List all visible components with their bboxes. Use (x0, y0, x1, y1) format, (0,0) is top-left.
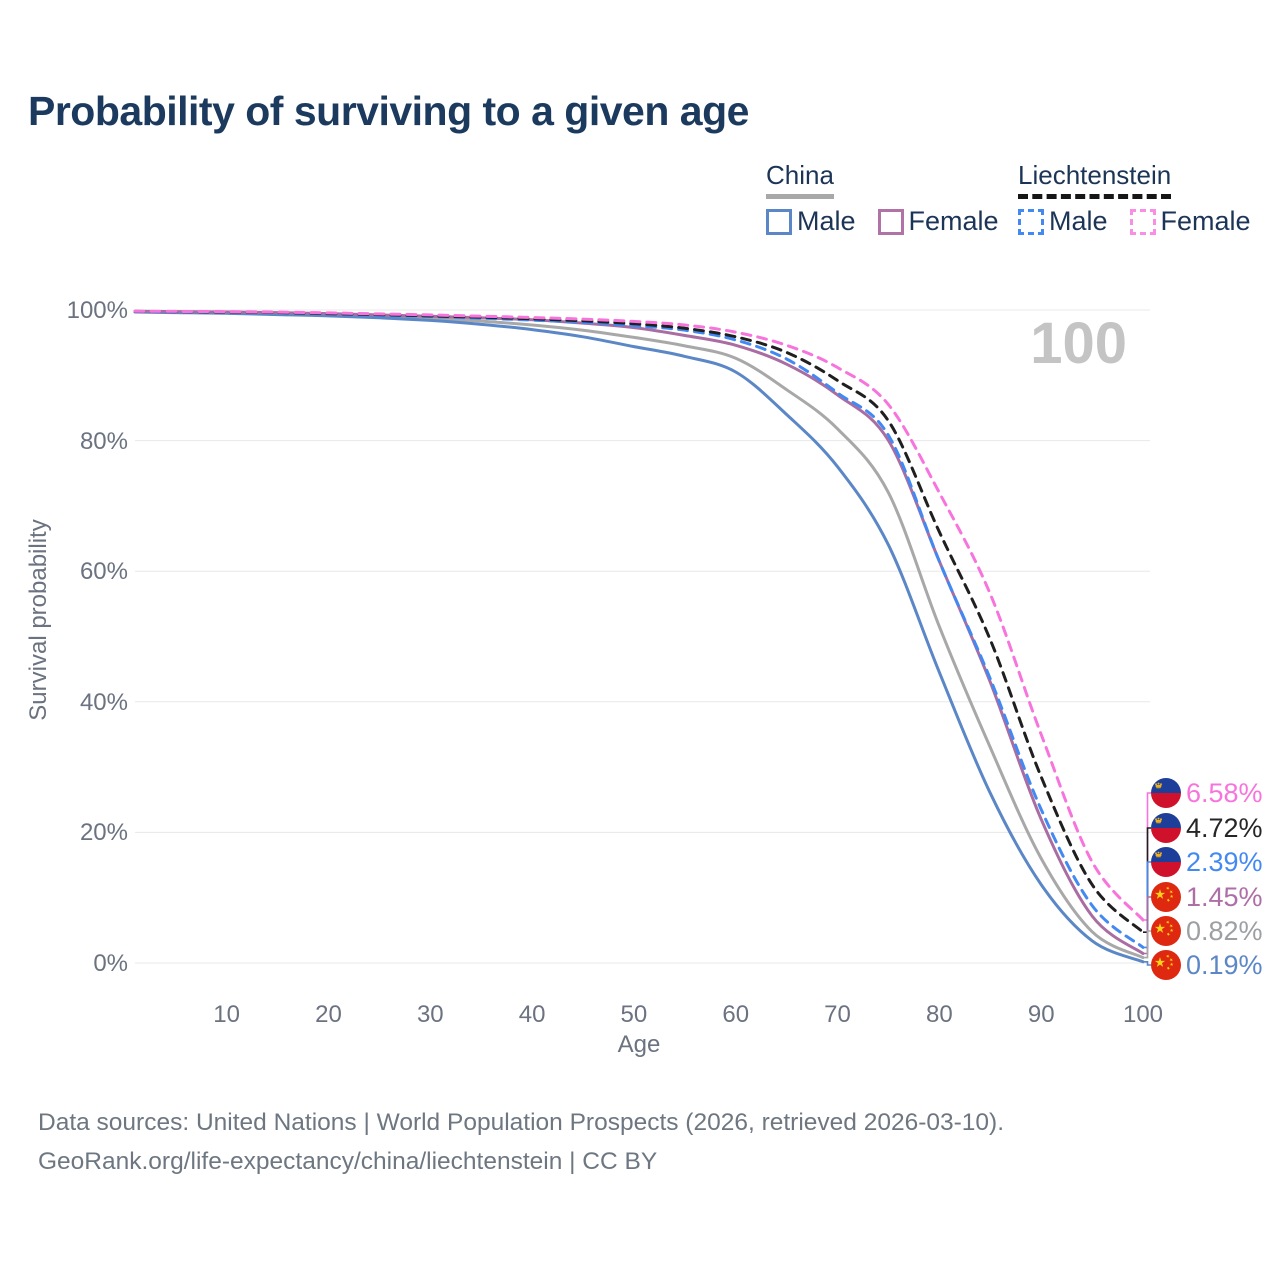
liechtenstein-female-swatch-icon (1129, 208, 1156, 235)
page-title: Probability of surviving to a given age (28, 88, 749, 134)
line-liechtenstein-both[interactable] (133, 309, 1145, 934)
legend-item-china-male[interactable]: Male (766, 206, 856, 237)
line-liechtenstein-female[interactable] (133, 309, 1145, 922)
y-axis-ticks: 0% 20% 40% 60% 80% 100% (67, 297, 128, 977)
legend-item-liechtenstein-male[interactable]: Male (1018, 206, 1108, 237)
end-labels: 6.58% 4.72% 2.39% 1.45% 0.82% 0.19% (1143, 778, 1263, 980)
line-china-female[interactable] (133, 309, 1145, 955)
china-flag-icon (1151, 916, 1181, 946)
connector-line (1143, 961, 1151, 966)
end-value-label: 4.72% (1186, 813, 1263, 843)
source-line-1: Data sources: United Nations | World Pop… (38, 1109, 1005, 1136)
connector-line (1143, 896, 1151, 955)
y-tick: 100% (67, 297, 128, 324)
x-tick: 60 (722, 1001, 749, 1028)
china-flag-icon (1151, 882, 1181, 912)
y-tick: 80% (80, 428, 128, 455)
connector-line (1143, 930, 1151, 959)
legend-item-label: Male (797, 206, 856, 236)
gridlines (135, 309, 1150, 964)
y-tick: 40% (80, 689, 128, 716)
line-china-male[interactable] (133, 310, 1145, 964)
end-value-label: 1.45% (1186, 882, 1263, 912)
x-tick: 80 (926, 1001, 953, 1028)
x-tick: 90 (1028, 1001, 1055, 1028)
china-flag-icon (1151, 950, 1181, 980)
legend-title-china[interactable]: China (766, 160, 834, 199)
legend-item-label: Female (1160, 206, 1251, 236)
x-tick: 70 (824, 1001, 851, 1028)
end-value-label: 2.39% (1186, 847, 1263, 877)
liechtenstein-flag-icon (1151, 778, 1181, 808)
x-tick: 30 (417, 1001, 444, 1028)
end-value-label: 6.58% (1186, 778, 1263, 808)
liechtenstein-flag-icon (1151, 813, 1181, 843)
y-tick: 0% (93, 950, 128, 977)
y-tick: 20% (80, 819, 128, 846)
legend-item-liechtenstein-female[interactable]: Female (1129, 206, 1251, 237)
source-note: Data sources: United Nations | World Pop… (38, 1104, 1004, 1181)
end-value-label: 0.19% (1186, 950, 1263, 980)
end-value-label: 0.82% (1186, 916, 1263, 946)
y-tick: 60% (80, 558, 128, 585)
series-curves (133, 309, 1145, 964)
legend-group-liechtenstein: Liechtenstein Male Female (1018, 160, 1251, 237)
x-axis-ticks: 10 20 30 40 50 60 70 80 90 100 (213, 1001, 1163, 1028)
legend-item-label: Male (1049, 206, 1108, 236)
source-line-2[interactable]: GeoRank.org/life-expectancy/china/liecht… (38, 1147, 658, 1175)
legend-item-china-female[interactable]: Female (877, 206, 999, 237)
x-axis-title: Age (618, 1031, 661, 1058)
china-male-swatch-icon (766, 208, 792, 235)
legend-item-label: Female (908, 206, 999, 236)
legend-group-china: China Male Female (766, 160, 999, 237)
x-tick: 50 (621, 1001, 648, 1028)
x-tick: 40 (519, 1001, 546, 1028)
hover-age-watermark: 100 (1030, 311, 1127, 376)
y-axis-title: Survival probability (25, 519, 52, 720)
x-tick: 100 (1123, 1001, 1163, 1028)
liechtenstein-male-swatch-icon (1018, 208, 1044, 235)
x-tick: 10 (213, 1001, 240, 1028)
line-liechtenstein-male[interactable] (133, 310, 1145, 949)
x-tick: 20 (315, 1001, 342, 1028)
liechtenstein-flag-icon (1151, 847, 1181, 877)
china-female-swatch-icon (877, 208, 904, 235)
legend-title-liechtenstein[interactable]: Liechtenstein (1018, 160, 1172, 199)
line-china-both[interactable] (133, 310, 1145, 960)
